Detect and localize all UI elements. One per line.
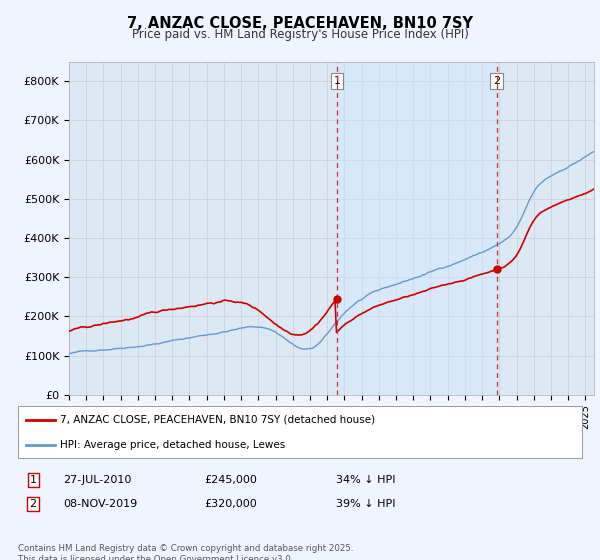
Text: 1: 1 [29,475,37,485]
Text: 39% ↓ HPI: 39% ↓ HPI [336,499,395,509]
Text: HPI: Average price, detached house, Lewes: HPI: Average price, detached house, Lewe… [60,440,286,450]
Text: £245,000: £245,000 [204,475,257,485]
Text: Contains HM Land Registry data © Crown copyright and database right 2025.
This d: Contains HM Land Registry data © Crown c… [18,544,353,560]
Text: 27-JUL-2010: 27-JUL-2010 [63,475,131,485]
Text: 34% ↓ HPI: 34% ↓ HPI [336,475,395,485]
Bar [337,62,497,395]
Text: Price paid vs. HM Land Registry's House Price Index (HPI): Price paid vs. HM Land Registry's House … [131,28,469,41]
Text: 7, ANZAC CLOSE, PEACEHAVEN, BN10 7SY (detached house): 7, ANZAC CLOSE, PEACEHAVEN, BN10 7SY (de… [60,415,376,425]
Text: 7, ANZAC CLOSE, PEACEHAVEN, BN10 7SY: 7, ANZAC CLOSE, PEACEHAVEN, BN10 7SY [127,16,473,31]
Text: 2: 2 [29,499,37,509]
Text: 08-NOV-2019: 08-NOV-2019 [63,499,137,509]
Text: 1: 1 [334,76,341,86]
Text: 2: 2 [493,76,500,86]
Text: £320,000: £320,000 [204,499,257,509]
